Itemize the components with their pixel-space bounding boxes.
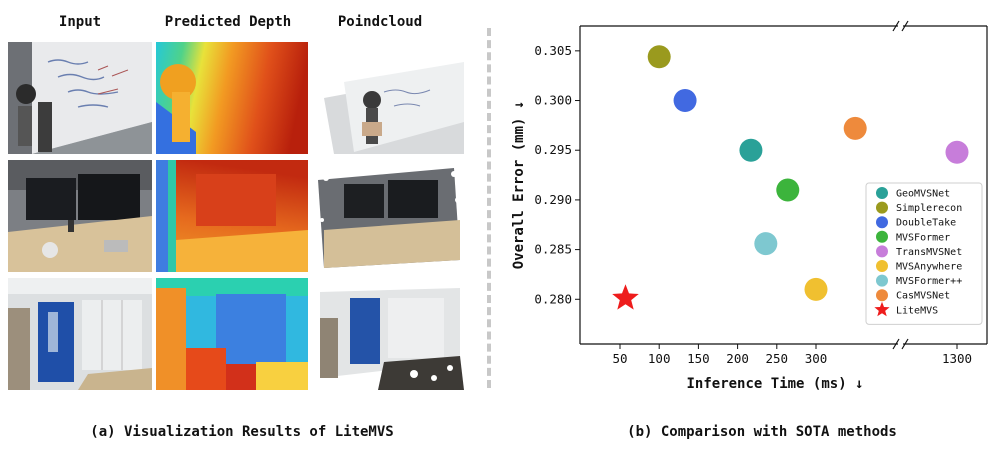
y-tick-label: 0.300: [534, 93, 572, 108]
y-tick-label: 0.295: [534, 142, 572, 157]
input-image-row-3: [8, 278, 152, 390]
legend-entry: MVSFormer: [896, 232, 950, 243]
point-geomvsnet: [739, 138, 763, 162]
legend-marker: [874, 301, 890, 317]
point-transmvsnet: [945, 140, 969, 164]
legend-entry: GeoMVSNet: [896, 189, 950, 200]
depth-image-row-2: [156, 160, 308, 272]
chart-legend: GeoMVSNet Simplerecon DoubleTake MVSFormer T…: [865, 182, 983, 325]
y-tick-label: 0.285: [534, 242, 572, 257]
legend-entry: Simplerecon: [896, 203, 962, 214]
legend-marker: [876, 274, 888, 287]
chart-marks: [612, 45, 969, 310]
depth-image-row-1: [156, 42, 308, 154]
axis-break-mark: [892, 20, 900, 32]
axis-break-mark: [901, 20, 909, 32]
panel-divider: [487, 28, 491, 388]
legend-entry: DoubleTake: [896, 218, 956, 229]
legend-entry: MVSFormer++: [896, 276, 962, 287]
legend-marker: [876, 216, 888, 229]
axis-break-mark: [901, 338, 909, 350]
pointcloud-image-row-1: [314, 42, 464, 154]
legend-marker: [876, 201, 888, 214]
input-image-row-1: [8, 42, 152, 154]
chart-axes: 50 100 150 200 250 300 1300 0.280 0.285 0.290 0.29…: [511, 20, 988, 392]
point-doubletake: [673, 89, 697, 113]
y-axis-label: Overall Error (mm) ↓: [511, 101, 527, 270]
depth-image-row-3: [156, 278, 308, 390]
point-litemvs: [612, 284, 639, 310]
legend-entry: MVSAnywhere: [896, 262, 962, 273]
axis-break-mark: [892, 338, 900, 350]
legend-marker: [876, 230, 888, 243]
legend-entry: LiteMVS: [896, 305, 938, 316]
y-tick-label: 0.305: [534, 43, 572, 58]
header-predicted-depth: Predicted Depth: [164, 14, 292, 30]
point-mvsformer: [776, 178, 800, 202]
point-simplerecon: [647, 45, 671, 69]
point-mvsformerplusplus: [754, 232, 778, 256]
header-pointcloud: Poindcloud: [337, 14, 423, 30]
legend-marker: [876, 289, 888, 302]
point-mvsanywhere: [804, 277, 828, 301]
x-tick-label: 200: [726, 351, 749, 366]
legend-entry: CasMVSNet: [896, 291, 950, 302]
legend-marker: [876, 187, 888, 199]
legend-marker: [876, 260, 888, 272]
y-tick-label: 0.290: [534, 192, 572, 207]
x-axis-label: Inference Time (ms) ↓: [686, 376, 863, 392]
legend-box: [865, 182, 983, 325]
y-tick-label: 0.280: [534, 291, 572, 306]
x-tick-label: 250: [766, 351, 789, 366]
x-tick-label: 1300: [942, 351, 972, 366]
pointcloud-image-row-3: [314, 278, 464, 390]
x-tick-label: 50: [612, 351, 627, 366]
point-casmvsnet: [843, 116, 867, 140]
caption-right: (b) Comparison with SOTA methods: [627, 424, 897, 440]
input-image-row-2: [8, 160, 152, 272]
x-tick-label: 150: [687, 351, 710, 366]
x-tick-label: 300: [805, 351, 828, 366]
legend-marker: [876, 245, 888, 258]
x-tick-label: 100: [648, 351, 671, 366]
caption-left: (a) Visualization Results of LiteMVS: [90, 424, 394, 440]
pointcloud-image-row-2: [314, 160, 464, 272]
legend-entry: TransMVSNet: [896, 247, 962, 258]
header-input: Input: [58, 14, 102, 30]
